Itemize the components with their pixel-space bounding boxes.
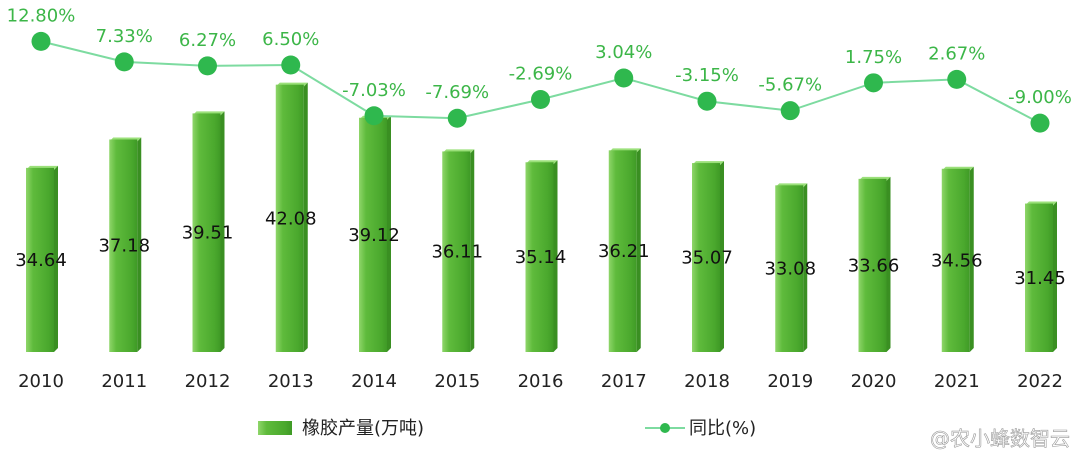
marker	[947, 69, 967, 89]
marker	[1030, 113, 1050, 133]
data-label: 36.21	[598, 241, 650, 262]
bar	[525, 162, 554, 352]
marker	[364, 106, 384, 126]
marker	[198, 56, 217, 76]
data-label: 39.51	[182, 223, 234, 244]
x-tick-label: 2012	[185, 371, 231, 392]
data-label: -5.67%	[758, 75, 822, 96]
x-tick-label: 2022	[1017, 371, 1063, 392]
bar	[775, 185, 804, 352]
x-tick-label: 2013	[268, 371, 314, 392]
data-label: 36.11	[431, 242, 483, 263]
data-label: 3.04%	[595, 42, 652, 63]
data-label: 42.08	[265, 208, 317, 229]
marker	[864, 73, 883, 93]
bar-group	[442, 149, 475, 352]
bar	[1025, 203, 1053, 352]
data-label: 33.08	[764, 259, 816, 280]
bar-side	[886, 176, 891, 352]
data-label: 37.18	[98, 236, 150, 257]
bar-group	[775, 183, 808, 352]
bar-side	[553, 160, 558, 352]
data-label: -7.03%	[342, 80, 406, 101]
x-tick-label: 2014	[351, 371, 397, 392]
legend-marker	[660, 423, 670, 433]
data-label: 7.33%	[96, 26, 153, 47]
data-label: 6.27%	[179, 30, 236, 51]
x-tick-label: 2020	[851, 371, 897, 392]
bar-side	[387, 115, 391, 352]
bar-group	[608, 148, 641, 352]
bar-group	[359, 115, 391, 352]
bar-side	[303, 82, 308, 353]
bar-group	[109, 137, 142, 352]
bar	[442, 151, 471, 352]
marker	[614, 68, 634, 88]
data-label: -2.69%	[509, 63, 573, 84]
bar	[858, 178, 887, 352]
data-label: 2.67%	[928, 43, 985, 64]
bar-side	[1053, 201, 1057, 352]
bar	[941, 168, 970, 352]
data-label: 34.56	[931, 250, 983, 271]
bar-side	[470, 149, 475, 352]
x-tick-label: 2016	[518, 371, 564, 392]
legend-label: 橡胶产量(万吨)	[302, 418, 424, 439]
bar-group	[858, 176, 891, 352]
x-tick-label: 2011	[101, 371, 147, 392]
data-label: 39.12	[348, 225, 400, 246]
bar	[26, 167, 54, 352]
bar-side	[969, 166, 974, 352]
data-label: -3.15%	[675, 65, 739, 86]
bar	[359, 117, 387, 352]
data-label: 33.66	[848, 255, 900, 276]
marker	[780, 101, 800, 121]
bar	[109, 139, 138, 352]
bar	[192, 113, 221, 352]
legend-swatch	[258, 421, 292, 435]
x-tick-label: 2018	[684, 371, 730, 392]
data-label: 34.64	[15, 250, 67, 271]
x-tick-label: 2019	[767, 371, 813, 392]
bar-group	[26, 165, 58, 352]
x-tick-label: 2021	[934, 371, 980, 392]
bar-group	[692, 161, 724, 352]
bar-group	[192, 111, 225, 352]
bar-side	[636, 148, 641, 352]
bar	[692, 163, 720, 352]
watermark: @农小蜂数智云	[930, 427, 1070, 451]
data-label: 6.50%	[262, 29, 319, 50]
marker	[447, 108, 467, 128]
bar-side	[137, 137, 142, 352]
data-label: -9.00%	[1008, 87, 1072, 108]
x-tick-label: 2010	[18, 371, 64, 392]
bar	[275, 84, 304, 353]
data-label: -7.69%	[425, 82, 489, 103]
x-tick-label: 2017	[601, 371, 647, 392]
bar-group	[275, 82, 308, 353]
data-label: 12.80%	[7, 5, 76, 26]
marker	[31, 31, 51, 51]
data-label: 1.75%	[845, 47, 902, 68]
data-label: 35.07	[681, 248, 733, 269]
bar-side	[803, 183, 808, 352]
marker	[531, 89, 550, 109]
bar-group	[525, 160, 558, 352]
data-label: 31.45	[1014, 268, 1066, 289]
bar-group	[941, 166, 974, 352]
marker	[114, 52, 134, 72]
bar-side	[220, 111, 225, 352]
marker	[697, 91, 717, 111]
bar-group	[1025, 201, 1057, 352]
legend-label: 同比(%)	[689, 418, 756, 439]
bar	[608, 150, 637, 352]
marker	[281, 55, 301, 75]
bar-side	[720, 161, 724, 352]
bar-side	[54, 165, 58, 352]
x-tick-label: 2015	[434, 371, 480, 392]
data-label: 35.14	[515, 247, 567, 268]
